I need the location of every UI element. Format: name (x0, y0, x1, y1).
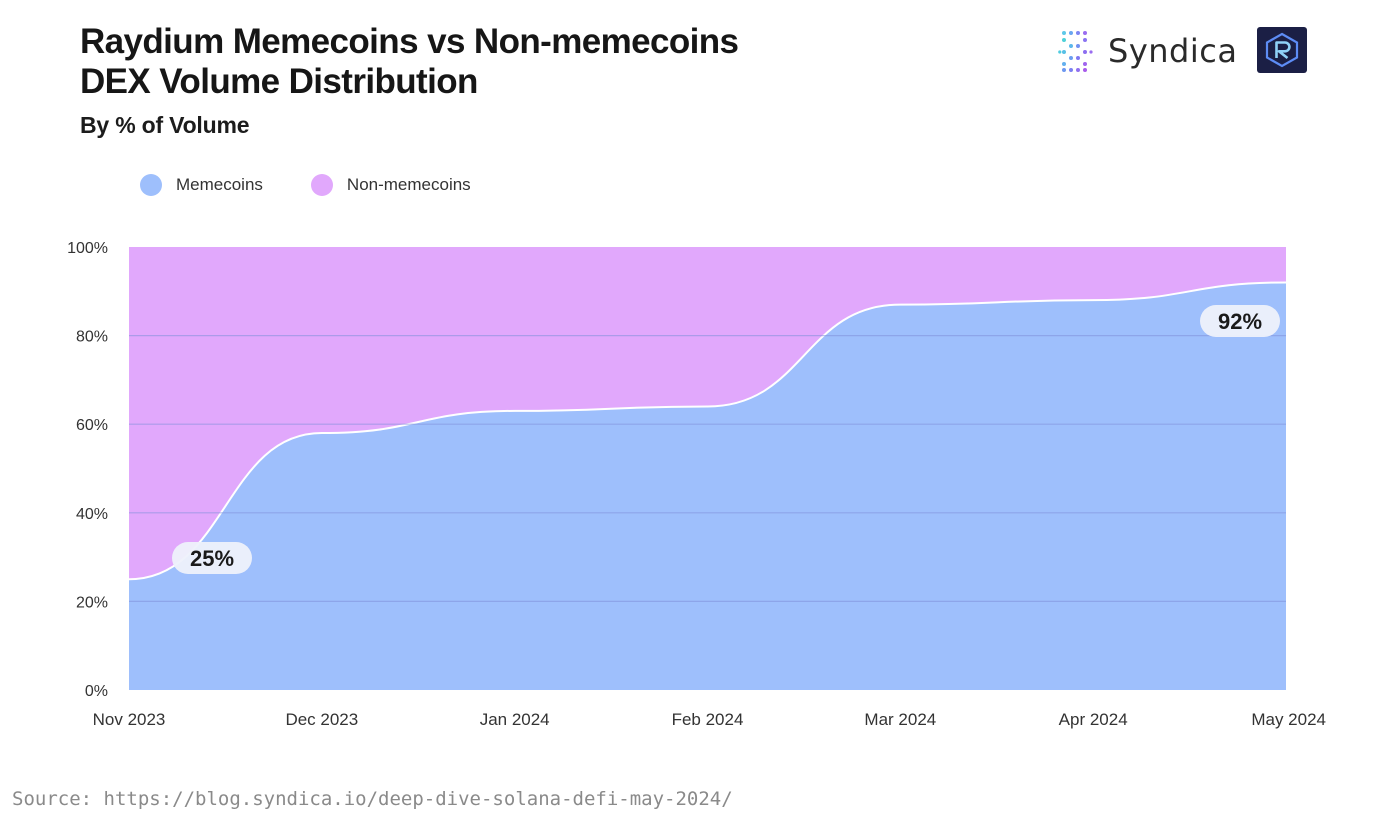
chart-title-line-2: DEX Volume Distribution (80, 62, 478, 101)
data-label-end-pill (1200, 305, 1280, 337)
legend-item-non-memecoins: Non-memecoins (310, 174, 471, 196)
raydium-r-icon (1257, 27, 1307, 73)
x-tick-label: Dec 2023 (285, 710, 358, 729)
syndica-brand: Syndica (1058, 26, 1237, 76)
x-tick-label: Apr 2024 (1059, 710, 1128, 729)
data-label-start: 25% (190, 546, 234, 571)
legend-swatch-memecoins (140, 174, 162, 196)
legend-label-memecoins: Memecoins (176, 175, 263, 194)
source-note: Source: https://blog.syndica.io/deep-div… (12, 788, 733, 810)
syndica-wordmark: Syndica (1108, 32, 1238, 70)
x-tick-label: Mar 2024 (864, 710, 936, 729)
x-tick-label: May 2024 (1251, 710, 1326, 729)
legend-item-memecoins: Memecoins (140, 174, 263, 196)
data-label-end: 92% (1218, 309, 1262, 334)
area-chart: 0% 20% 40% 60% 80% 100% Nov 2023 Dec 2023 Jan 20… (67, 240, 1326, 729)
legend-label-non-memecoins: Non-memecoins (346, 175, 471, 194)
y-tick-label: 40% (76, 506, 108, 523)
legend-swatch-non-memecoins (310, 174, 333, 196)
area-memecoins (129, 282, 1286, 690)
x-tick-label: Jan 2024 (480, 710, 550, 729)
y-tick-label: 100% (67, 240, 108, 257)
y-tick-label: 60% (76, 417, 108, 434)
y-tick-label: 0% (85, 683, 108, 700)
y-tick-label: 80% (76, 329, 108, 346)
series-boundary-line (128, 281, 1287, 581)
chart-title: Raydium Memecoins vs Non-memecoins DEX V… (80, 22, 739, 102)
syndica-dots-icon (1058, 31, 1093, 72)
chart-legend: Memecoins Non-memecoins (140, 174, 519, 196)
y-tick-label: 20% (76, 594, 108, 611)
x-tick-label: Feb 2024 (672, 710, 744, 729)
data-label-start-pill (172, 542, 252, 574)
chart-subtitle: By % of Volume (80, 112, 250, 138)
chart-title-line-1: Raydium Memecoins vs Non-memecoins (80, 22, 739, 61)
x-tick-label: Nov 2023 (93, 710, 166, 729)
